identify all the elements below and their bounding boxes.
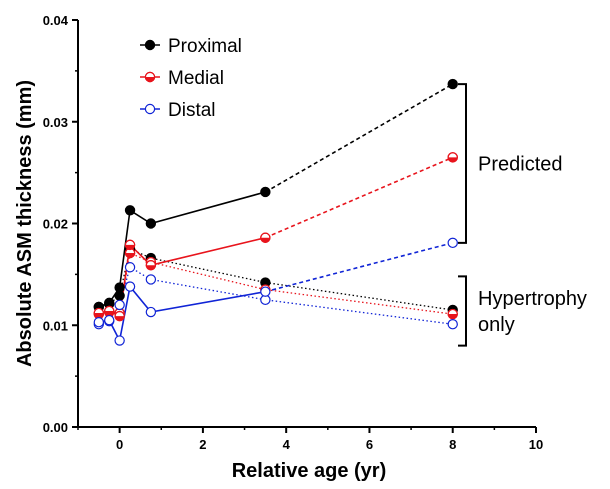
marker-open [145, 306, 157, 318]
marker-half-fill [125, 244, 135, 250]
y-tick-label: 0.01 [43, 318, 68, 333]
y-tick-label: 0.04 [43, 13, 69, 28]
series-markers [93, 78, 458, 346]
predicted-point-medial [447, 152, 458, 163]
marker-fill [145, 218, 157, 229]
marker-half-fill [104, 311, 114, 316]
legend-label-distal: Distal [168, 100, 216, 121]
marker-open [114, 299, 125, 311]
x-axis-title: Relative age (yr) [232, 460, 387, 482]
legend-label-proximal: Proximal [168, 36, 242, 57]
measured-point-distal [145, 306, 157, 318]
marker-half-fill [448, 314, 458, 319]
marker-half-fill [125, 253, 135, 258]
marker-ring [114, 310, 125, 322]
series-lines [98, 83, 454, 343]
marker-fill [144, 39, 156, 51]
marker-half-fill [448, 157, 458, 162]
x-tick-label: 8 [449, 437, 456, 452]
marker-ring [145, 260, 157, 271]
legend-marker-medial [144, 71, 156, 83]
marker-half-fill [115, 316, 125, 321]
legend-marker-distal [144, 103, 156, 115]
marker-fill [114, 282, 125, 293]
hypertrophy-point-distal [114, 299, 125, 311]
measured-point-medial [104, 305, 115, 317]
marker-open [145, 274, 157, 285]
measured-point-medial [114, 310, 125, 322]
marker-open [144, 103, 156, 115]
legend-label-medial: Medial [168, 68, 224, 89]
hypertrophy-point-distal [447, 319, 458, 330]
measured-point-medial [124, 239, 136, 251]
measured-point-proximal [124, 205, 136, 216]
marker-half-fill [260, 237, 270, 243]
predicted-line-distal [265, 242, 453, 293]
marker-half-fill [145, 77, 155, 82]
predicted-point-distal [447, 237, 458, 249]
legend: Proximal Medial Distal [140, 36, 242, 121]
annotations: Predicted Hypertrophy only [458, 83, 587, 347]
y-axis-title: Absolute ASM thickness (mm) [14, 80, 36, 367]
marker-fill [124, 205, 136, 216]
x-tick-label: 0 [116, 437, 123, 452]
axes: 0.00 0.01 0.02 0.03 0.04 0 2 4 6 8 10 Relative age … [14, 13, 543, 482]
y-tick-label: 0.00 [43, 420, 68, 435]
annotation-bracket [458, 83, 467, 244]
measured-point-distal [114, 335, 125, 346]
annotation-text: Predicted [478, 153, 563, 175]
x-tick-label: 2 [199, 437, 206, 452]
measured-point-medial [260, 232, 271, 243]
hypertrophy-point-distal [145, 274, 157, 285]
marker-ring [447, 152, 458, 163]
x-tick-label: 4 [283, 437, 291, 452]
hypertrophy-point-medial [447, 308, 458, 320]
measured-point-distal [93, 316, 105, 328]
marker-open [124, 262, 136, 273]
marker-open [447, 319, 458, 330]
y-tick-label: 0.03 [43, 115, 68, 130]
measured-point-medial [93, 307, 105, 319]
measured-point-medial [145, 260, 157, 271]
marker-ring [144, 71, 156, 83]
marker-ring [124, 239, 136, 251]
annotation-bracket [458, 275, 467, 347]
measured-point-distal [104, 314, 115, 326]
y-tick-label: 0.02 [43, 217, 68, 232]
x-tick-label: 6 [366, 437, 373, 452]
marker-open [447, 237, 458, 249]
predicted-point-proximal [447, 78, 458, 90]
marker-open [260, 286, 271, 297]
predicted-line-proximal [265, 83, 454, 193]
marker-ring [447, 308, 458, 320]
marker-ring [260, 232, 271, 243]
annotation-text: only [478, 314, 515, 336]
marker-open [93, 316, 105, 328]
predicted-line-medial [265, 156, 454, 239]
marker-half-fill [146, 265, 156, 270]
marker-open [104, 314, 115, 326]
measured-point-proximal [114, 282, 125, 293]
marker-open [124, 281, 136, 292]
measured-point-proximal [260, 186, 271, 198]
measured-point-distal [260, 286, 271, 297]
measured-point-distal [124, 281, 136, 292]
legend-marker-proximal [144, 39, 156, 51]
marker-fill [260, 186, 271, 198]
marker-open [114, 335, 125, 346]
marker-half-fill [94, 313, 104, 318]
measured-point-proximal [145, 218, 157, 229]
annotation-text: Hypertrophy [478, 288, 587, 310]
hypertrophy-point-distal [124, 262, 136, 273]
x-tick-label: 10 [529, 437, 543, 452]
marker-fill [447, 78, 458, 90]
